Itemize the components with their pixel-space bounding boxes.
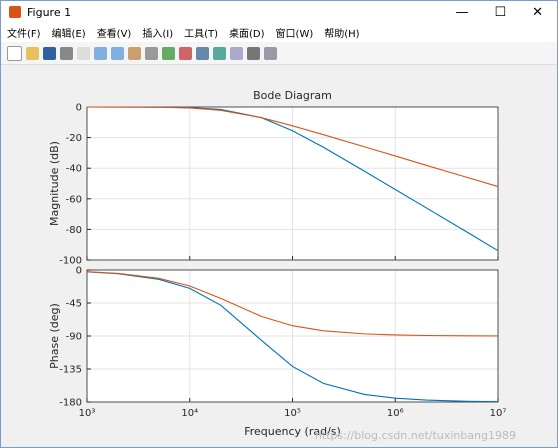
menu-item[interactable]: 工具(T) bbox=[184, 29, 219, 40]
legend-button[interactable] bbox=[230, 46, 243, 60]
colorbar-button[interactable] bbox=[213, 46, 226, 60]
print-button[interactable] bbox=[60, 46, 73, 60]
y-tick-label: -180 bbox=[59, 398, 82, 409]
rotate-button[interactable] bbox=[145, 46, 158, 60]
open-button[interactable] bbox=[26, 46, 39, 60]
save-button[interactable] bbox=[43, 46, 56, 60]
menu-item[interactable]: 文件(F) bbox=[7, 29, 41, 40]
app-icon bbox=[9, 6, 21, 18]
menu-item[interactable]: 编辑(E) bbox=[51, 29, 86, 40]
new-button[interactable] bbox=[7, 45, 22, 61]
watermark: https://blog.csdn.net/tuxinbang1989 bbox=[315, 429, 516, 442]
zoom-in-button[interactable] bbox=[94, 46, 107, 60]
x-tick-label: 10⁴ bbox=[181, 408, 198, 419]
window-title: Figure 1 bbox=[27, 5, 72, 19]
menu-item[interactable]: 桌面(D) bbox=[229, 29, 265, 40]
y-tick-label: 0 bbox=[76, 266, 82, 277]
link-button[interactable] bbox=[196, 46, 209, 60]
toolbar bbox=[1, 42, 557, 65]
y-tick-label: -60 bbox=[66, 194, 82, 205]
menu-bar: 文件(F) 编辑(E) 查看(V) 插入(I) 工具(T) 桌面(D) 窗口(W) 帮助(H) bbox=[1, 23, 557, 42]
menu-item[interactable]: 查看(V) bbox=[96, 29, 132, 40]
x-tick-label: 10³ bbox=[79, 408, 96, 419]
maximize-button[interactable]: ☐ bbox=[494, 4, 507, 20]
x-tick-label: 10⁷ bbox=[490, 408, 507, 419]
pan-button[interactable] bbox=[128, 46, 141, 60]
brush-button[interactable] bbox=[179, 46, 192, 60]
data-line bbox=[86, 106, 499, 188]
y-tick-label: -100 bbox=[59, 256, 82, 267]
y-tick-label: -20 bbox=[66, 133, 82, 144]
axes-box bbox=[86, 106, 499, 261]
y-tick-label: -45 bbox=[66, 299, 82, 310]
title-bar: Figure 1 — ☐ ✕ bbox=[1, 1, 557, 23]
axes-box bbox=[86, 269, 499, 403]
y-axis-label: Phase (deg) bbox=[48, 303, 61, 369]
plot-area: -100 -80 -60 -40 -20 0 Bode Diagram Magnitude (… bbox=[48, 89, 516, 442]
menu-item[interactable]: 插入(I) bbox=[142, 29, 174, 40]
y-tick-label: 0 bbox=[76, 103, 82, 114]
minimize-button[interactable]: — bbox=[455, 4, 469, 20]
show-tools-button[interactable] bbox=[264, 46, 277, 60]
x-tick-label: 10⁵ bbox=[284, 408, 301, 419]
menu-item[interactable]: 窗口(W) bbox=[275, 29, 314, 40]
y-tick-label: -80 bbox=[66, 225, 82, 236]
close-button[interactable]: ✕ bbox=[532, 4, 543, 20]
data-line bbox=[86, 271, 499, 403]
x-tick-label: 10⁶ bbox=[387, 408, 404, 419]
zoom-out-button[interactable] bbox=[111, 46, 124, 60]
datatip-button[interactable] bbox=[162, 46, 175, 60]
menu-item[interactable]: 帮助(H) bbox=[324, 29, 360, 40]
y-axis-label: Magnitude (dB) bbox=[48, 141, 61, 226]
hide-tools-button[interactable] bbox=[247, 46, 260, 60]
y-tick-label: -135 bbox=[59, 365, 82, 376]
chart-title: Bode Diagram bbox=[253, 89, 332, 102]
select-button[interactable] bbox=[77, 46, 90, 60]
data-line bbox=[86, 271, 499, 337]
y-tick-label: -90 bbox=[66, 332, 82, 343]
y-tick-label: -40 bbox=[66, 164, 82, 175]
x-axis-label: Frequency (rad/s) bbox=[244, 425, 341, 438]
